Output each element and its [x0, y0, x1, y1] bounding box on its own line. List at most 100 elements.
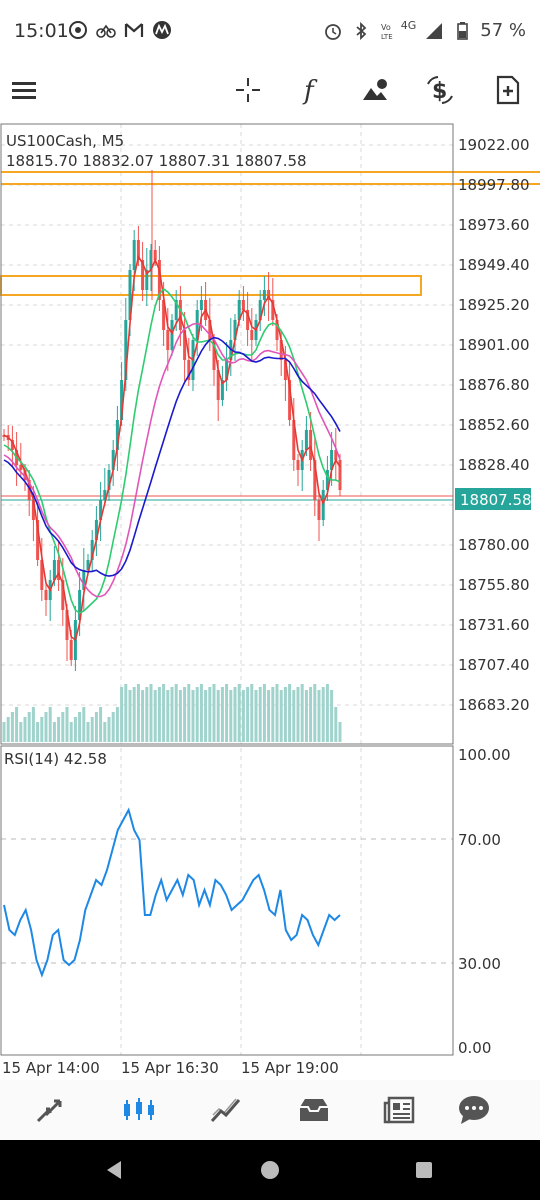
moving-averages	[3, 254, 341, 642]
candle-body	[275, 320, 279, 340]
volume-bar	[78, 712, 82, 742]
volume-bar	[57, 717, 61, 742]
price-tick: 18901.00	[458, 336, 530, 354]
nav-chart[interactable]	[118, 1090, 162, 1130]
news-icon	[383, 1096, 415, 1124]
volume-bar	[73, 717, 77, 742]
volume-bar	[120, 687, 124, 742]
volume-bar	[288, 684, 292, 742]
candle-body	[90, 540, 94, 560]
candle-body	[170, 320, 174, 350]
nav-news[interactable]	[378, 1090, 422, 1130]
alarm-icon	[324, 23, 341, 40]
system-navigation-bar	[0, 1140, 540, 1200]
rsi-tick: 30.00	[458, 955, 501, 973]
candle-body	[262, 290, 266, 300]
bottom-navigation	[0, 1080, 540, 1140]
price-tick: 18973.60	[458, 216, 530, 234]
candle-body	[330, 450, 334, 470]
volume-bar	[44, 712, 48, 742]
volume-bar	[48, 707, 52, 742]
volume-bar	[330, 690, 334, 742]
time-axis: 15 Apr 14:00 15 Apr 16:30 15 Apr 19:00	[2, 1059, 339, 1077]
candle-body	[195, 310, 199, 340]
nav-history[interactable]	[292, 1090, 336, 1130]
volume-bars	[2, 684, 342, 742]
add-document-icon	[496, 75, 520, 105]
candle-body	[94, 520, 98, 540]
objects-icon	[363, 79, 387, 100]
price-tick: 18755.80	[458, 576, 530, 594]
volume-bar	[124, 684, 128, 742]
ma-blue-line	[3, 336, 341, 577]
rsi-label: RSI(14) 42.58	[4, 750, 107, 768]
volume-bar	[187, 684, 191, 742]
volume-bar	[69, 722, 73, 742]
volume-bar	[153, 690, 157, 742]
candle-body	[52, 560, 56, 580]
candle-body	[283, 360, 287, 380]
volume-bar	[132, 687, 136, 742]
back-button[interactable]	[100, 1156, 128, 1184]
ma-red-line	[3, 254, 341, 642]
battery-percent: 57 %	[480, 20, 526, 41]
candle-body	[99, 500, 103, 520]
candle-body	[69, 640, 73, 660]
chart-frame	[0, 123, 454, 1056]
volume-bar	[166, 690, 170, 742]
nav-trade[interactable]	[205, 1090, 249, 1130]
candle-body	[27, 480, 31, 500]
volume-bar	[317, 690, 321, 742]
volume-bar	[258, 687, 262, 742]
chart-toolbar: f $	[0, 62, 540, 118]
volume-bar	[262, 684, 266, 742]
svg-text:Vo: Vo	[381, 23, 391, 32]
candle-body	[23, 470, 27, 480]
recents-button[interactable]	[410, 1156, 438, 1184]
menu-button[interactable]	[5, 70, 45, 110]
indicators-button[interactable]: f	[292, 70, 332, 110]
candle-body	[212, 340, 216, 370]
nav-quotes[interactable]	[30, 1090, 74, 1130]
supply-zone	[0, 275, 422, 296]
new-order-button[interactable]	[488, 70, 528, 110]
candle-body	[237, 300, 241, 320]
candle-body	[208, 320, 212, 340]
candle-body	[233, 320, 237, 340]
home-button[interactable]	[256, 1156, 284, 1184]
nav-chat[interactable]	[452, 1090, 496, 1130]
volume-bar	[338, 722, 342, 742]
ma-green-line	[3, 287, 341, 614]
volume-bar	[254, 690, 258, 742]
candle-body	[10, 440, 14, 450]
time-label: 15 Apr 19:00	[241, 1059, 339, 1077]
volume-bar	[292, 690, 296, 742]
symbol-switch-button[interactable]: $	[420, 70, 460, 110]
price-tick: 18707.40	[458, 656, 530, 674]
candle-body	[309, 430, 313, 460]
price-chart[interactable]: US100Cash, M5 18815.70 18832.07 18807.31…	[0, 0, 540, 1090]
volume-bar	[141, 690, 145, 742]
function-icon: f	[302, 76, 318, 105]
rsi-tick: 0.00	[458, 1039, 491, 1057]
volume-bar	[6, 717, 10, 742]
candle-body	[325, 470, 329, 490]
candle-body	[166, 330, 170, 350]
battery-icon	[457, 21, 469, 40]
price-tick: 18683.20	[458, 696, 530, 714]
candle-body	[31, 500, 35, 520]
volume-bar	[313, 684, 317, 742]
candle-body	[78, 590, 82, 620]
volume-bar	[52, 722, 56, 742]
volume-bar	[99, 707, 103, 742]
price-tick: 18925.20	[458, 296, 530, 314]
candle-body	[136, 240, 140, 260]
price-tick: 19022.00	[458, 136, 530, 154]
candle-body	[279, 340, 283, 360]
volume-bar	[27, 712, 31, 742]
crosshair-button[interactable]	[228, 70, 268, 110]
candle-body	[57, 560, 61, 580]
candle-body	[162, 300, 166, 330]
objects-button[interactable]	[356, 70, 396, 110]
signal-icon	[426, 22, 443, 39]
